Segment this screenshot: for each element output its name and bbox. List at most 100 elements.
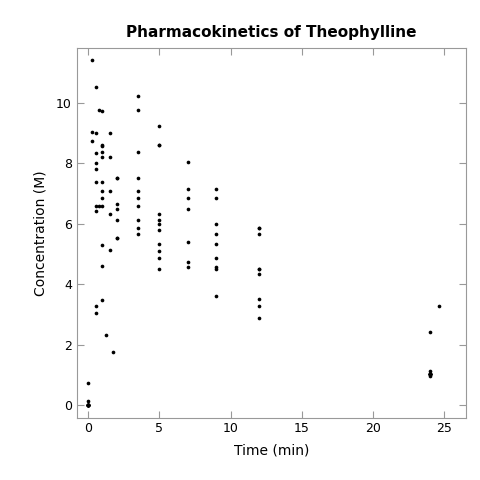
Point <box>84 402 92 409</box>
Point <box>255 230 263 238</box>
Point <box>84 402 92 409</box>
Point <box>92 129 99 137</box>
Point <box>134 194 142 202</box>
Point <box>426 370 434 377</box>
Point <box>92 207 99 215</box>
Point <box>134 106 142 114</box>
Point <box>98 153 106 161</box>
Point <box>98 107 106 115</box>
Point <box>98 179 106 186</box>
Point <box>156 216 163 224</box>
Point <box>156 265 163 273</box>
Point <box>213 240 220 248</box>
Point <box>156 220 163 228</box>
Point <box>113 205 120 213</box>
Point <box>255 265 263 273</box>
Point <box>84 379 92 387</box>
Point <box>213 185 220 193</box>
Point <box>95 203 103 210</box>
Point <box>92 84 99 91</box>
Point <box>113 234 120 242</box>
Point <box>92 159 99 167</box>
Point <box>88 137 96 144</box>
Point <box>255 270 263 278</box>
Point <box>98 194 106 202</box>
Point <box>156 248 163 255</box>
Y-axis label: Concentration (M): Concentration (M) <box>34 170 48 296</box>
Point <box>426 370 434 377</box>
Point <box>98 148 106 156</box>
Point <box>106 153 113 161</box>
Point <box>213 292 220 300</box>
Point <box>92 178 99 185</box>
Point <box>134 224 142 231</box>
Point <box>255 224 263 231</box>
Point <box>184 194 192 202</box>
Point <box>109 348 117 356</box>
Point <box>102 331 110 338</box>
Point <box>255 265 263 273</box>
Point <box>98 202 106 209</box>
Point <box>113 174 120 182</box>
Point <box>92 202 99 210</box>
Point <box>213 254 220 262</box>
Point <box>95 106 103 114</box>
Point <box>426 370 434 377</box>
Point <box>106 210 113 218</box>
Point <box>106 187 113 194</box>
Point <box>184 158 192 166</box>
Point <box>426 370 434 377</box>
Point <box>98 296 106 303</box>
Point <box>426 370 434 377</box>
Point <box>98 141 106 149</box>
Point <box>156 240 163 248</box>
Point <box>156 254 163 262</box>
Point <box>92 149 99 157</box>
Point <box>156 141 163 149</box>
Point <box>426 372 434 380</box>
Point <box>255 302 263 310</box>
Point <box>84 397 92 405</box>
Point <box>84 402 92 409</box>
Point <box>134 216 142 224</box>
Point <box>426 370 434 377</box>
Point <box>84 402 92 409</box>
Point <box>184 238 192 246</box>
Point <box>156 122 163 130</box>
Point <box>134 187 142 194</box>
Point <box>84 402 92 409</box>
Point <box>106 247 113 254</box>
Point <box>255 224 263 231</box>
Point <box>156 141 163 149</box>
Point <box>184 263 192 271</box>
Point <box>426 367 434 374</box>
Point <box>184 258 192 266</box>
Point <box>255 295 263 302</box>
Point <box>134 148 142 156</box>
Point <box>106 129 113 137</box>
Point <box>92 165 99 172</box>
Point <box>156 210 163 218</box>
Point <box>84 402 92 409</box>
Point <box>156 227 163 234</box>
Point <box>98 142 106 149</box>
Point <box>134 230 142 238</box>
Point <box>84 402 92 409</box>
Point <box>213 230 220 238</box>
Point <box>213 194 220 202</box>
Point <box>184 205 192 213</box>
Point <box>255 314 263 322</box>
Point <box>98 187 106 194</box>
X-axis label: Time (min): Time (min) <box>233 444 309 458</box>
Point <box>426 370 434 377</box>
Point <box>113 234 120 242</box>
Point <box>84 402 92 409</box>
Point <box>213 265 220 273</box>
Point <box>113 201 120 208</box>
Point <box>84 402 92 409</box>
Point <box>134 202 142 210</box>
Point <box>113 216 120 224</box>
Point <box>134 174 142 182</box>
Point <box>134 92 142 100</box>
Point <box>92 302 99 310</box>
